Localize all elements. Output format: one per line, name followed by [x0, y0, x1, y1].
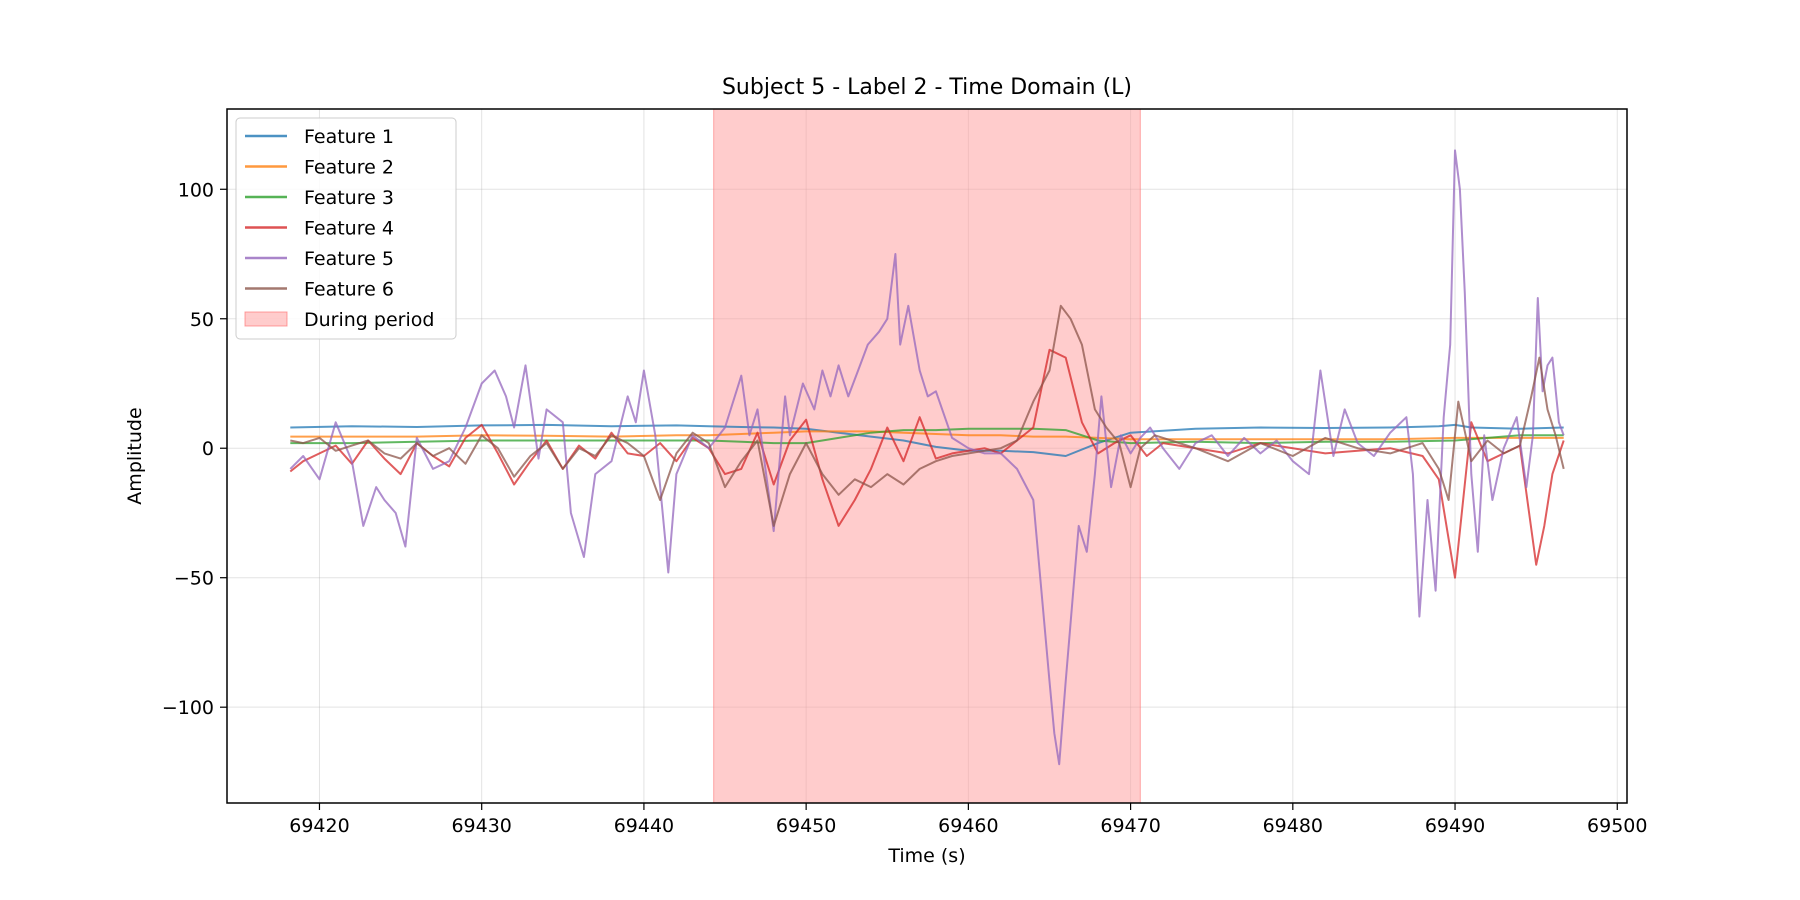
y-tick-label: 0: [202, 438, 214, 460]
legend-label-during-period: During period: [304, 309, 434, 331]
series-line-feature-6: [290, 304, 1565, 527]
y-tick-label: 50: [190, 309, 214, 331]
series-line-feature-1: [290, 423, 1564, 457]
x-axis-label: Time (s): [887, 845, 965, 867]
highlight-region: [713, 108, 1141, 804]
y-tick-label: 100: [178, 179, 214, 201]
y-tick-label: −50: [174, 568, 214, 590]
y-axis-ticks: −100 −50 0 50 100: [162, 179, 227, 719]
y-axis-label: Amplitude: [124, 407, 146, 504]
x-tick-label: 69440: [614, 815, 674, 837]
legend: Feature 1 Feature 2 Feature 3 Feature 4 Feat…: [235, 117, 457, 340]
during-period-band: [713, 108, 1141, 804]
series-line-feature-2: [290, 430, 1564, 441]
x-tick-label: 69470: [1100, 815, 1160, 837]
x-tick-label: 69490: [1425, 815, 1485, 837]
x-tick-label: 69430: [451, 815, 511, 837]
legend-label-feature-1: Feature 1: [304, 126, 394, 148]
series-line-feature-5: [289, 149, 1565, 766]
legend-label-feature-3: Feature 3: [304, 187, 394, 209]
y-tick-label: −100: [162, 697, 214, 719]
x-tick-label: 69450: [776, 815, 836, 837]
legend-box: [235, 117, 457, 340]
x-tick-label: 69460: [938, 815, 998, 837]
plot-frame: [226, 108, 1628, 804]
series-lines: [289, 149, 1565, 766]
legend-label-feature-2: Feature 2: [304, 157, 394, 179]
legend-label-feature-6: Feature 6: [304, 279, 394, 301]
x-tick-label: 69480: [1263, 815, 1323, 837]
chart-title: Subject 5 - Label 2 - Time Domain (L): [722, 75, 1132, 100]
series-line-feature-3: [290, 427, 1564, 445]
legend-swatch-during-period: [244, 311, 288, 327]
series-line-feature-4: [289, 348, 1565, 579]
x-tick-label: 69420: [289, 815, 349, 837]
x-tick-label: 69500: [1587, 815, 1647, 837]
x-axis-ticks: 69420 69430 69440 69450 69460 69470 69480 69490…: [289, 803, 1647, 837]
legend-label-feature-5: Feature 5: [304, 248, 394, 270]
legend-label-feature-4: Feature 4: [304, 218, 394, 240]
